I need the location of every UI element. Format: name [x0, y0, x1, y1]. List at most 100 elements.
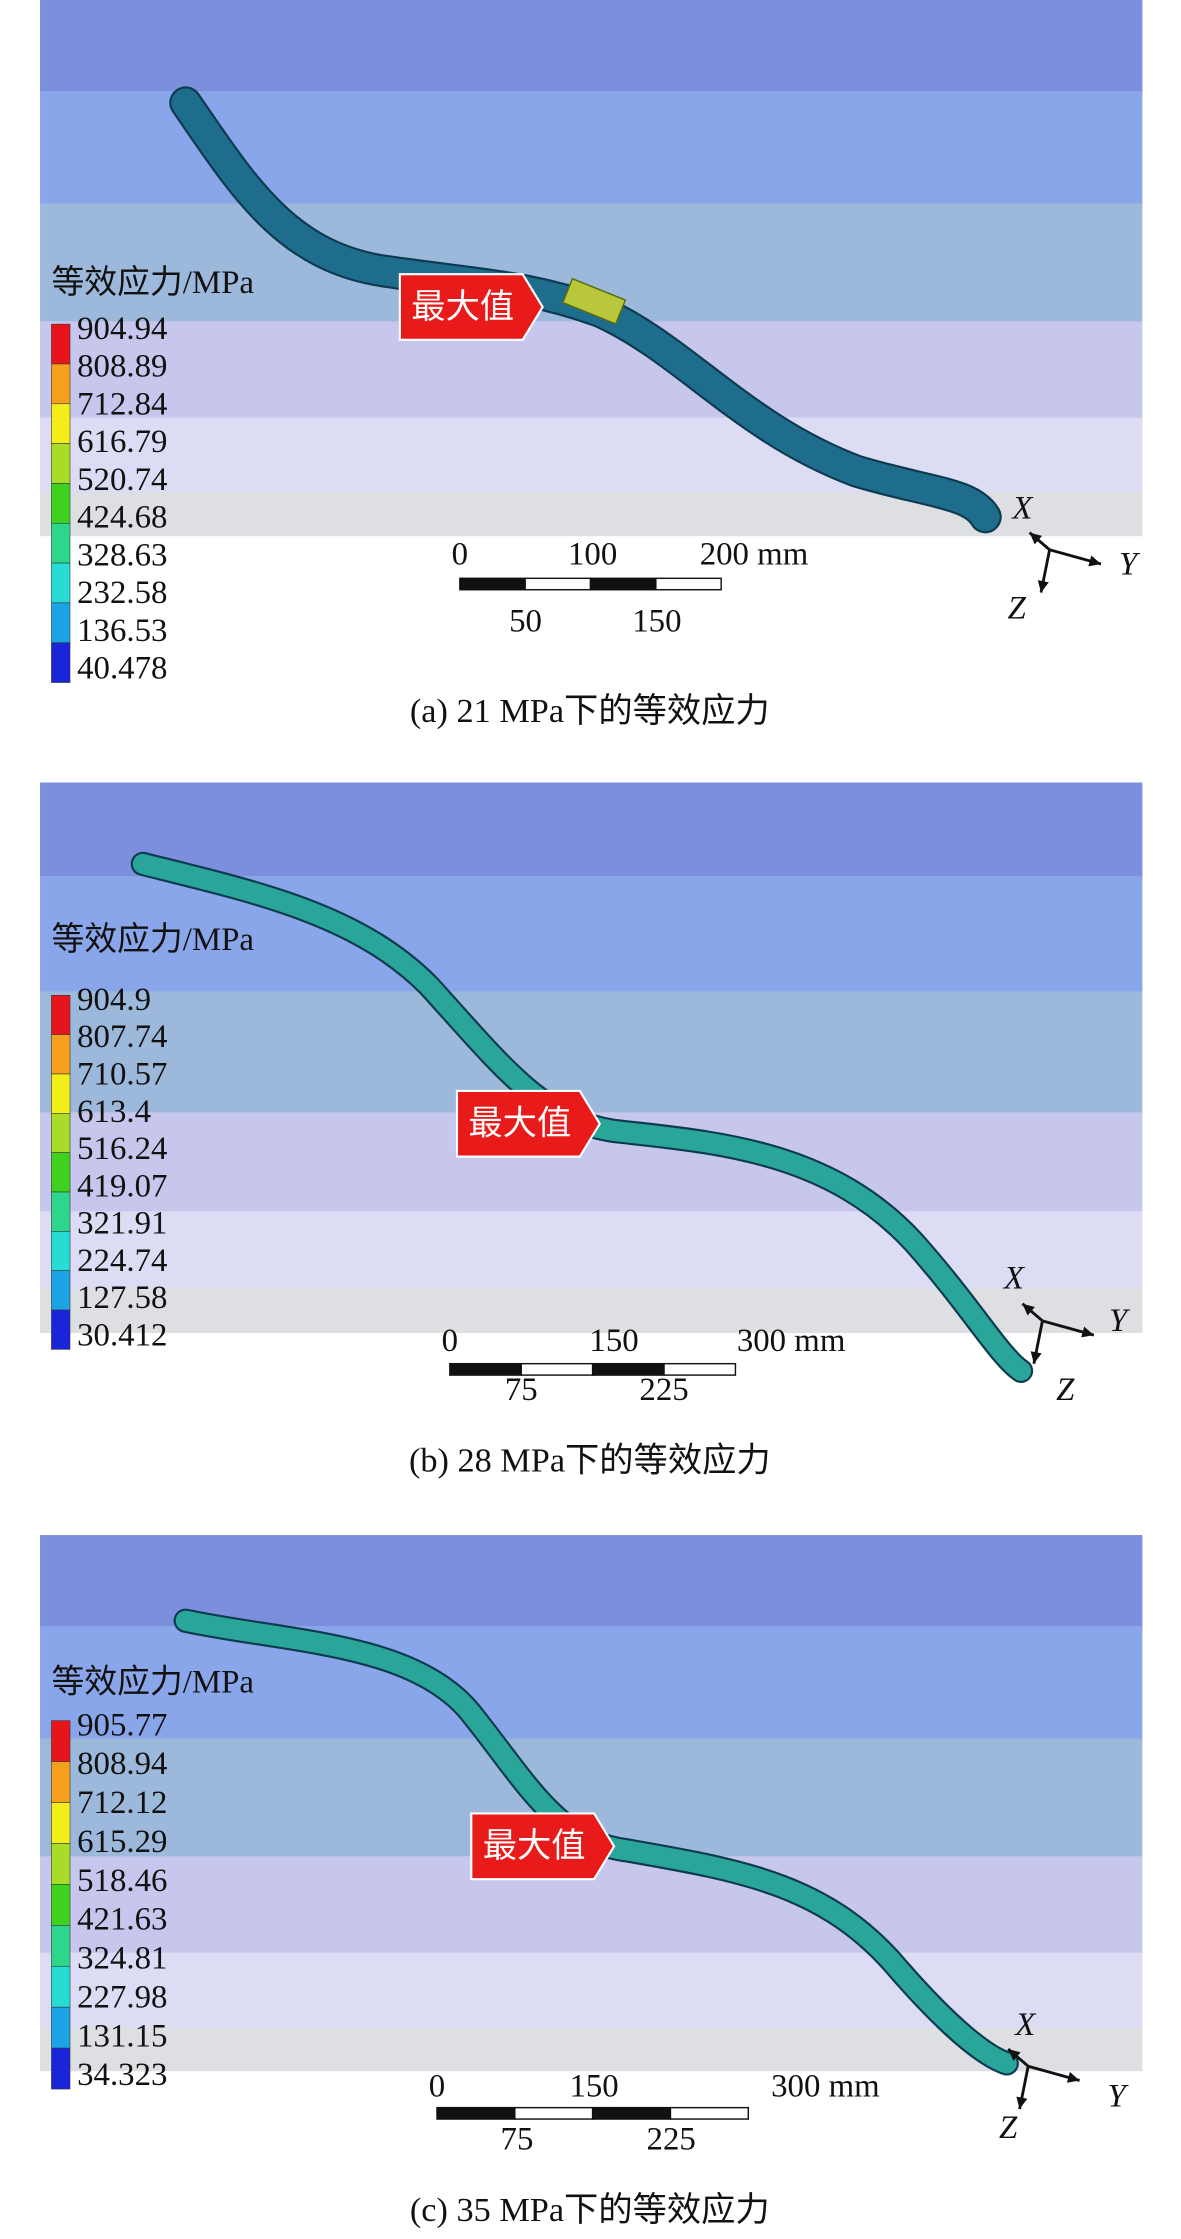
axis-label: Y — [1119, 546, 1141, 582]
legend-color — [51, 602, 71, 644]
caption: (a) 21 MPa下的等效应力 — [410, 692, 770, 730]
legend-value: 904.94 — [77, 311, 167, 347]
scale-label: 150 — [589, 1323, 638, 1359]
background-band — [40, 1626, 1143, 1740]
pipe — [132, 853, 1032, 1381]
scale-label: 150 — [632, 604, 681, 640]
max-label: 最大值 — [483, 1826, 586, 1866]
scale-segment — [655, 577, 722, 591]
legend-color — [51, 1191, 71, 1232]
scale-segment — [514, 2106, 594, 2120]
legend-color — [51, 1270, 71, 1311]
arrow-head — [1016, 2096, 1028, 2110]
legend-color — [51, 1720, 71, 1762]
legend-value: 615.29 — [77, 1824, 167, 1860]
legend-value: 712.12 — [77, 1785, 167, 1821]
legend-value: 516.24 — [77, 1131, 167, 1167]
pipe — [175, 1610, 1017, 2074]
legend-color — [51, 323, 71, 365]
legend-value: 904.9 — [77, 982, 151, 1018]
axis-label: Z — [999, 2110, 1018, 2146]
legend-value: 131.15 — [77, 2018, 167, 2054]
scale-label: 75 — [505, 1372, 538, 1408]
max-region — [561, 277, 627, 325]
legend-title: 等效应力/MPa — [51, 921, 254, 958]
legend-color — [51, 642, 71, 683]
scale-segment — [524, 577, 592, 591]
legend-color — [51, 994, 71, 1035]
scale-label: 0 — [442, 1323, 458, 1359]
scale-segment — [591, 2106, 672, 2120]
background-band — [40, 0, 1143, 92]
max-marker — [455, 1089, 602, 1158]
legend-title: 等效应力/MPa — [51, 264, 254, 301]
axis-label: X — [1002, 1260, 1026, 1296]
legend-value: 34.323 — [77, 2057, 167, 2093]
legend-value: 224.74 — [77, 1243, 167, 1279]
background-band — [40, 991, 1143, 1114]
legend-value: 232.58 — [77, 575, 167, 611]
scale-segment — [663, 1362, 737, 1376]
panel: 最大值 等效应力/MPa 904.94808.89712.84616.79520.7… — [40, 0, 1143, 730]
caption: (c) 35 MPa下的等效应力 — [410, 2191, 770, 2229]
legend-value: 807.74 — [77, 1019, 167, 1055]
legend-value: 905.77 — [77, 1707, 167, 1743]
legend-color — [51, 1925, 71, 1967]
arrow-head — [1008, 2049, 1021, 2061]
scale-segment — [589, 577, 657, 591]
legend-color — [51, 522, 71, 564]
legend-color — [51, 1073, 71, 1114]
scale-label: 300 mm — [771, 2069, 880, 2105]
legend-value: 808.94 — [77, 1746, 167, 1782]
legend-color — [51, 2047, 71, 2090]
axis-label: X — [1010, 491, 1034, 527]
legend-color — [51, 1309, 71, 1350]
legend-color — [51, 1152, 71, 1193]
legend-value: 712.84 — [77, 386, 167, 422]
legend-value: 127.58 — [77, 1280, 167, 1316]
background-band — [40, 321, 1143, 419]
legend-value: 808.89 — [77, 349, 167, 385]
scale-label: 50 — [509, 604, 542, 640]
axis-label: Z — [1008, 591, 1027, 627]
arrow-head — [1088, 555, 1101, 567]
legend-value: 616.79 — [77, 424, 167, 460]
scale-segment — [669, 2106, 750, 2120]
arrow-head — [1022, 1303, 1035, 1316]
background-band — [40, 417, 1143, 494]
arrow-head — [1029, 532, 1043, 545]
max-label: 最大值 — [468, 1104, 571, 1144]
axis-label: Y — [1109, 1303, 1131, 1339]
legend-color — [51, 562, 71, 604]
legend-color — [51, 1231, 71, 1271]
scale-label: 0 — [429, 2069, 445, 2105]
scale-segment — [436, 2106, 516, 2120]
legend-color — [51, 483, 71, 524]
panel: 最大值 等效应力/MPa 904.9807.74710.57613.4516.244… — [40, 782, 1143, 1479]
arrow-head — [1030, 1351, 1042, 1364]
panel: 最大值 等效应力/MPa 905.77808.94712.12615.29518.4… — [40, 1535, 1143, 2229]
max-label: 最大值 — [411, 287, 514, 327]
legend-value: 328.63 — [77, 537, 167, 573]
arrow-head — [1081, 1326, 1094, 1338]
legend-value: 613.4 — [77, 1094, 151, 1130]
legend-color — [51, 1843, 71, 1885]
axis-label: Y — [1108, 2079, 1130, 2115]
background-band — [40, 1952, 1143, 2029]
legend-value: 520.74 — [77, 462, 167, 498]
legend-color — [51, 1884, 71, 1926]
axis-label: Z — [1056, 1372, 1075, 1408]
legend-value: 321.91 — [77, 1206, 167, 1242]
scale-label: 150 — [569, 2069, 618, 2105]
axis-label: X — [1013, 2007, 1037, 2043]
max-marker — [470, 1812, 616, 1881]
legend-title: 等效应力/MPa — [51, 1663, 254, 1700]
scale-label: 300 mm — [737, 1323, 846, 1359]
legend-value: 424.68 — [77, 500, 167, 536]
scale-segment — [459, 577, 526, 591]
legend-color — [51, 1034, 71, 1075]
arrow-head — [1037, 580, 1049, 593]
legend-value: 136.53 — [77, 613, 167, 649]
scale-label: 100 — [568, 536, 617, 572]
